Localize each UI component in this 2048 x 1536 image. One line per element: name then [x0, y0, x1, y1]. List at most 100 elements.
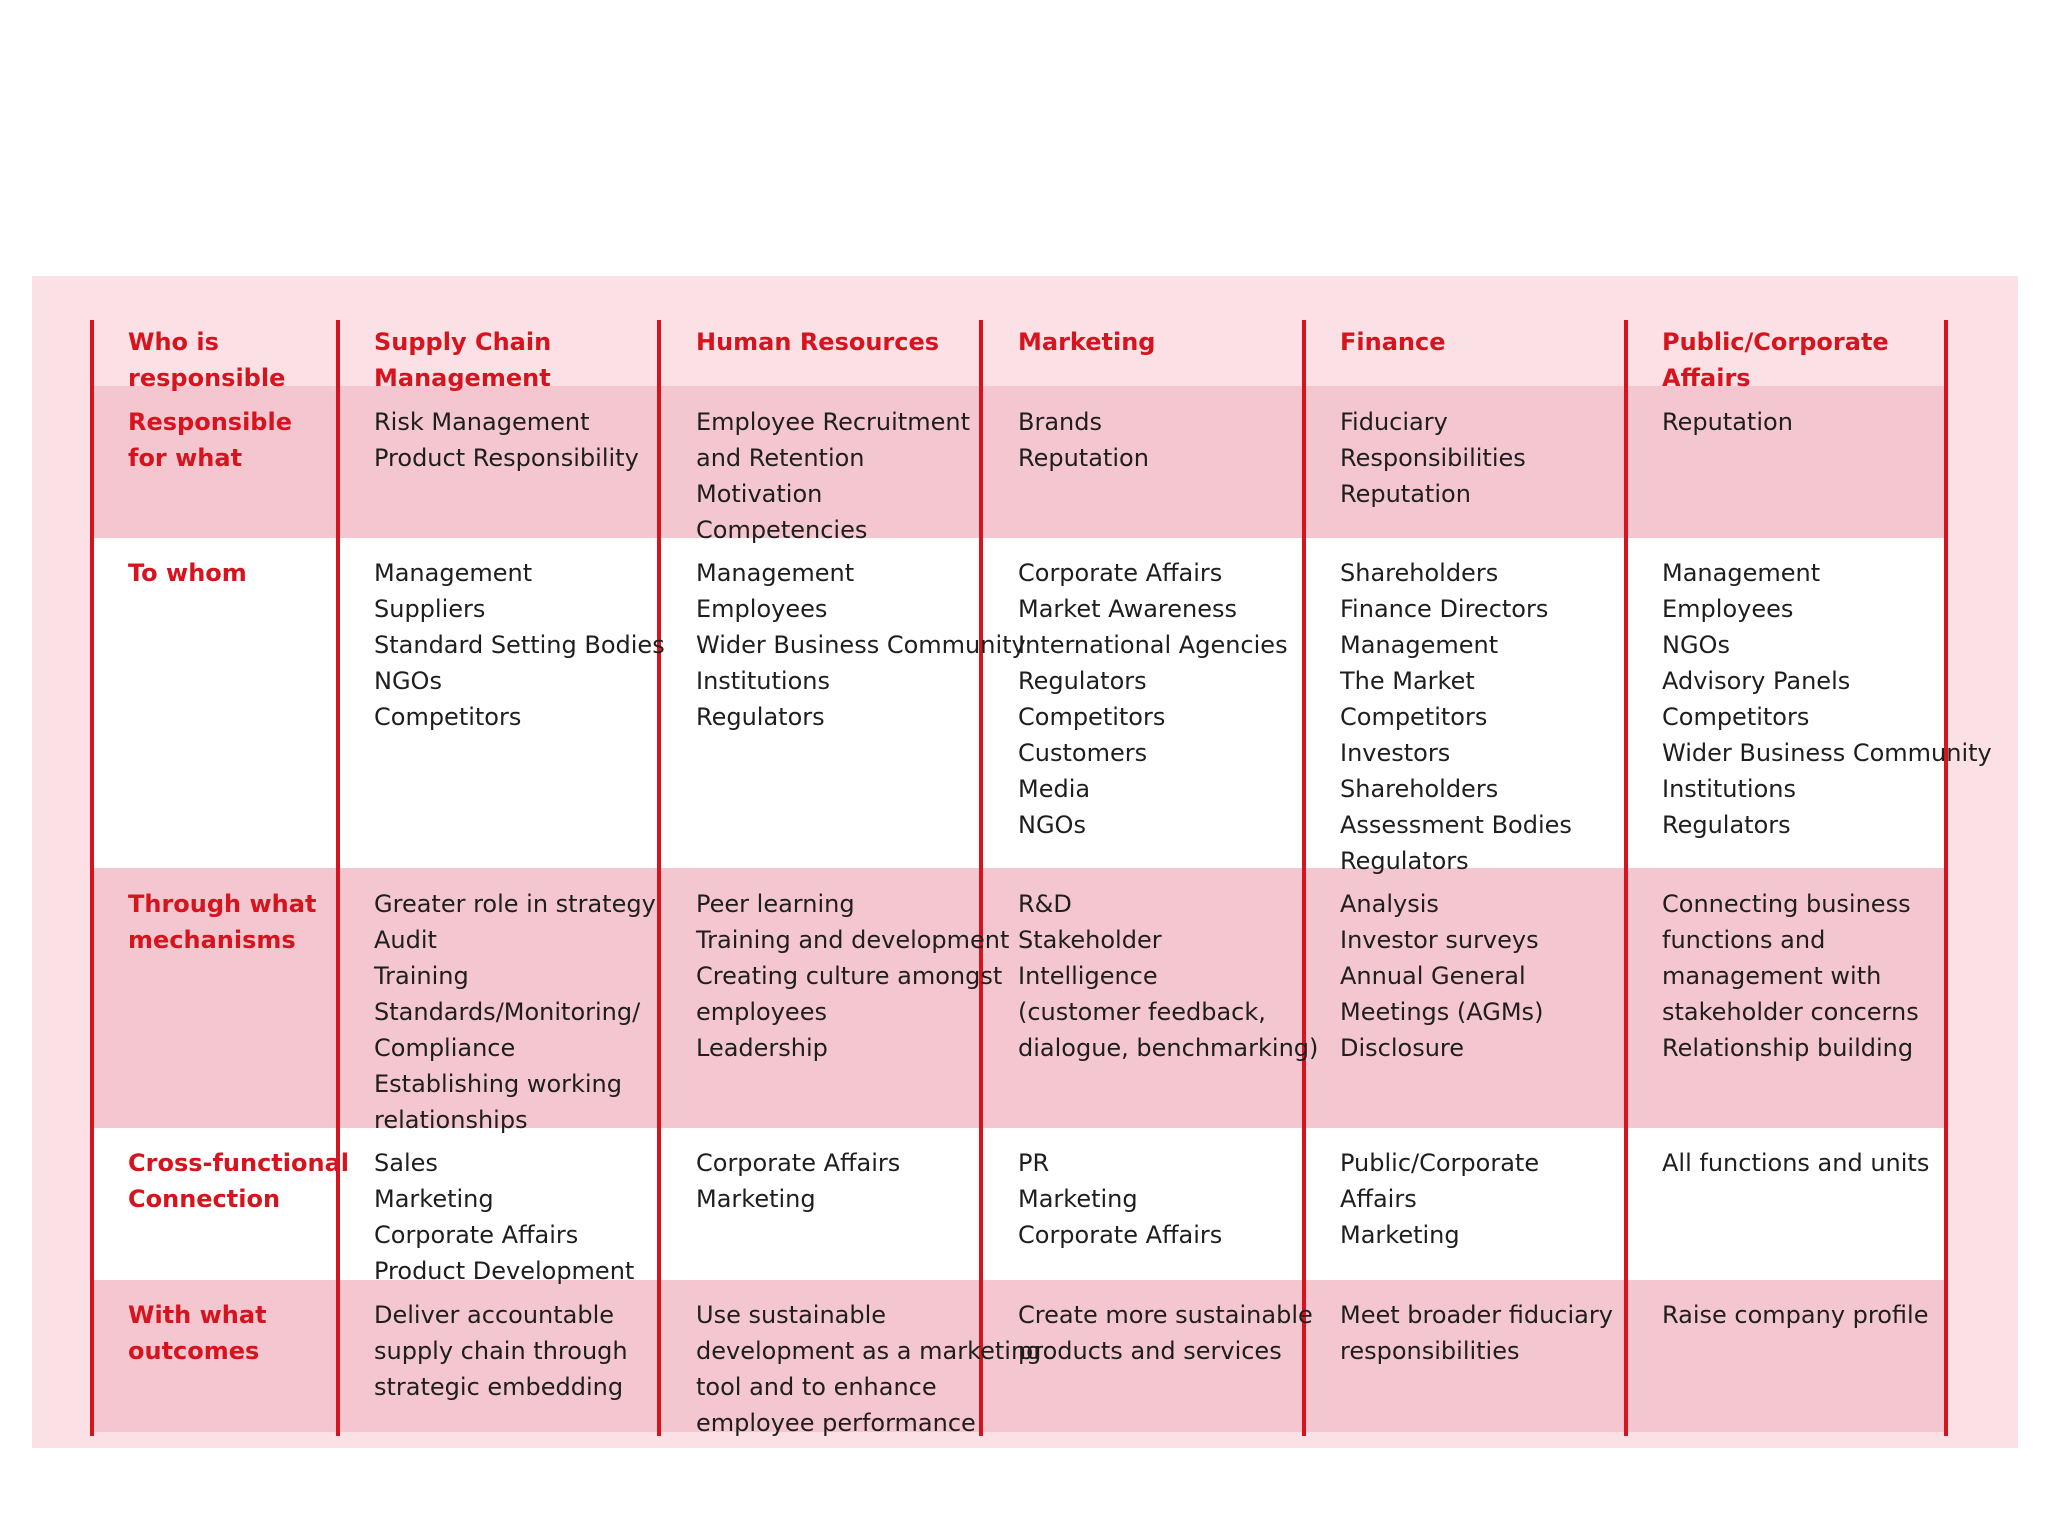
cell-line: Who is — [128, 328, 219, 356]
table-cell: Brands Reputation — [1018, 404, 1149, 476]
cell-line: Management — [374, 364, 551, 392]
cell-line: Customers — [1018, 739, 1148, 767]
cell-line: Investors — [1340, 739, 1451, 767]
cell-line: Marketing — [1018, 1185, 1138, 1213]
cell-line: Competencies — [696, 516, 868, 544]
column-header: Public/Corporate Affairs — [1662, 324, 1889, 396]
table-cell: Shareholders Finance Directors Management T… — [1340, 555, 1572, 879]
table-cell: Employee Recruitment and Retention Motivat… — [696, 404, 970, 548]
table-cell: PR Marketing Corporate Affairs — [1018, 1145, 1222, 1253]
cell-line: Finance — [1340, 328, 1446, 356]
cell-line: Competitors — [1662, 703, 1810, 731]
table-cell: Raise company profile — [1662, 1297, 1928, 1333]
table-cell: Create more sustainable products and serv… — [1018, 1297, 1313, 1369]
cell-line: Finance Directors — [1340, 595, 1549, 623]
cell-line: outcomes — [128, 1337, 260, 1365]
cell-line: Shareholders — [1340, 559, 1499, 587]
cell-line: Greater role in strategy — [374, 890, 656, 918]
cell-line: NGOs — [1662, 631, 1730, 659]
table-cell: Risk Management Product Responsibility — [374, 404, 639, 476]
cell-line: Advisory Panels — [1662, 667, 1851, 695]
table-cell: Public/Corporate Affairs Marketing — [1340, 1145, 1539, 1253]
table-cell: Corporate Affairs Marketing — [696, 1145, 900, 1217]
cell-line: NGOs — [374, 667, 442, 695]
cell-line: Public/Corporate — [1662, 328, 1889, 356]
cell-line: employee performance — [696, 1409, 976, 1437]
cell-line: Corporate Affairs — [1018, 559, 1223, 587]
cell-line: Marketing — [1018, 328, 1156, 356]
cell-line: Create more sustainable — [1018, 1301, 1313, 1329]
cell-line: Risk Management — [374, 408, 590, 436]
cell-line: Wider Business Community — [696, 631, 1026, 659]
column-header: Human Resources — [696, 324, 939, 360]
table-cell: Sales Marketing Corporate Affairs Product D… — [374, 1145, 634, 1289]
row-header: With what outcomes — [128, 1297, 267, 1369]
row-header: Through what mechanisms — [128, 886, 316, 958]
table-cell: Use sustainable development as a marketin… — [696, 1297, 1041, 1441]
cell-line: functions and — [1662, 926, 1826, 954]
cell-line: responsibilities — [1340, 1337, 1520, 1365]
cell-line: Regulators — [696, 703, 825, 731]
cell-line: Marketing — [696, 1185, 816, 1213]
cell-line: Employees — [1662, 595, 1794, 623]
table-cell: R&D Stakeholder Intelligence (customer feed… — [1018, 886, 1318, 1066]
cell-line: Employee Recruitment — [696, 408, 970, 436]
cell-line: strategic embedding — [374, 1373, 624, 1401]
table-cell: Fiduciary Responsibilities Reputation — [1340, 404, 1526, 512]
table-cell: Deliver accountable supply chain through s… — [374, 1297, 628, 1405]
cell-line: Marketing — [1340, 1221, 1460, 1249]
cell-line: development as a marketing — [696, 1337, 1042, 1365]
cell-line: Shareholders — [1340, 775, 1499, 803]
row-band — [92, 538, 1948, 868]
cell-line: Intelligence — [1018, 962, 1158, 990]
cell-line: Affairs — [1662, 364, 1751, 392]
cell-line: Fiduciary — [1340, 408, 1448, 436]
corner-header: Who is responsible — [128, 324, 285, 396]
cell-line: relationships — [374, 1106, 528, 1134]
row-band — [92, 386, 1948, 538]
table-cell: Corporate Affairs Market Awareness Interna… — [1018, 555, 1288, 843]
cell-line: Deliver accountable — [374, 1301, 615, 1329]
cell-line: Disclosure — [1340, 1034, 1465, 1062]
cell-line: Product Responsibility — [374, 444, 639, 472]
cell-line: management with — [1662, 962, 1882, 990]
cell-line: Corporate Affairs — [696, 1149, 901, 1177]
cell-line: Assessment Bodies — [1340, 811, 1572, 839]
cell-line: Corporate Affairs — [374, 1221, 579, 1249]
row-header: To whom — [128, 555, 247, 591]
cell-line: employees — [696, 998, 827, 1026]
cell-line: Use sustainable — [696, 1301, 887, 1329]
table-cell: Meet broader fiduciary responsibilities — [1340, 1297, 1613, 1369]
cell-line: Reputation — [1018, 444, 1149, 472]
cell-line: Employees — [696, 595, 828, 623]
row-header: Responsible for what — [128, 404, 292, 476]
column-divider — [1302, 320, 1306, 1436]
cell-line: Meet broader fiduciary — [1340, 1301, 1613, 1329]
cell-line: Connection — [128, 1185, 281, 1213]
table-cell: Management Employees NGOs Advisory Panels Co… — [1662, 555, 1992, 843]
cell-line: responsible — [128, 364, 286, 392]
cell-line: Institutions — [696, 667, 830, 695]
cell-line: dialogue, benchmarking) — [1018, 1034, 1319, 1062]
table-cell: Reputation — [1662, 404, 1793, 440]
cell-line: Investor surveys — [1340, 926, 1539, 954]
cell-line: Market Awareness — [1018, 595, 1237, 623]
cell-line: Regulators — [1340, 847, 1469, 875]
cell-line: Peer learning — [696, 890, 855, 918]
table-cell: Connecting business functions and manageme… — [1662, 886, 1919, 1066]
cell-line: Wider Business Community — [1662, 739, 1992, 767]
cell-line: Institutions — [1662, 775, 1796, 803]
cell-line: and Retention — [696, 444, 865, 472]
cell-line: Regulators — [1662, 811, 1791, 839]
cell-line: Compliance — [374, 1034, 516, 1062]
cell-line: Connecting business — [1662, 890, 1911, 918]
cell-line: Marketing — [374, 1185, 494, 1213]
cell-line: Brands — [1018, 408, 1102, 436]
cell-line: Corporate Affairs — [1018, 1221, 1223, 1249]
row-band — [92, 1280, 1948, 1432]
cell-line: Regulators — [1018, 667, 1147, 695]
table-cell: Analysis Investor surveys Annual General Me… — [1340, 886, 1543, 1066]
column-divider — [336, 320, 340, 1436]
row-band — [92, 868, 1948, 1128]
cell-line: All functions and units — [1662, 1149, 1930, 1177]
